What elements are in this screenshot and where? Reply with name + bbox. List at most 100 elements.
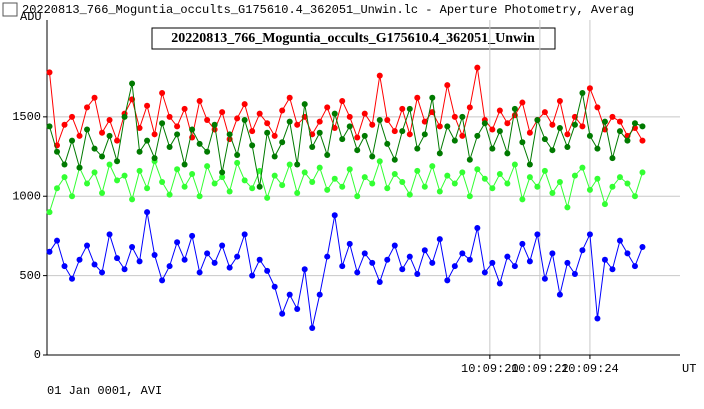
data-point [144,102,151,109]
data-point [616,128,623,135]
data-point [466,104,473,111]
data-point [436,150,443,157]
data-point [406,253,413,260]
data-point [459,132,466,139]
data-point [631,193,638,200]
data-point [309,325,316,332]
footer: 01 Jan 0001, AVI [47,384,162,398]
data-point [106,117,113,124]
data-point [241,177,248,184]
data-point [309,178,316,185]
data-point [286,94,293,101]
data-point [579,164,586,171]
data-point [414,145,421,152]
data-point [384,185,391,192]
data-point [399,266,406,273]
data-point [511,161,518,168]
data-point [451,137,458,144]
data-point [496,171,503,178]
data-point [384,117,391,124]
data-point [406,131,413,138]
data-point [249,185,256,192]
data-point [541,167,548,174]
data-point [76,256,83,263]
data-point [99,129,106,136]
data-point [99,269,106,276]
data-point [414,94,421,101]
data-point [189,232,196,239]
data-point [609,155,616,162]
app-icon[interactable] [2,2,18,17]
data-point [286,161,293,168]
data-point [339,136,346,143]
data-point [459,169,466,176]
y-axis-label: ADU [20,10,42,24]
data-point [399,128,406,135]
data-point [151,251,158,258]
data-point [151,131,158,138]
data-point [369,153,376,160]
data-point [474,132,481,139]
data-point [136,124,143,131]
data-point [331,212,338,219]
data-point [586,132,593,139]
data-point [436,188,443,195]
series-line [49,212,643,329]
series-line [49,83,643,187]
data-point [256,183,263,190]
data-point [519,99,526,106]
data-point [594,315,601,322]
data-point [519,240,526,247]
data-point [279,107,286,114]
data-point [91,145,98,152]
data-point [241,231,248,238]
data-point [316,291,323,298]
data-point [444,82,451,89]
data-point [571,172,578,179]
data-point [579,247,586,254]
data-point [174,131,181,138]
data-point [234,253,241,260]
data-point [436,236,443,243]
data-point [369,180,376,187]
data-point [609,113,616,120]
data-point [571,271,578,278]
data-point [211,121,218,128]
data-point [91,169,98,176]
data-point [354,269,361,276]
data-point [361,110,368,117]
data-point [331,124,338,131]
data-point [414,271,421,278]
data-point [391,156,398,163]
data-point [136,148,143,155]
data-point [639,169,646,176]
data-point [406,105,413,112]
data-point [219,174,226,181]
data-point [316,164,323,171]
data-point [504,253,511,260]
data-point [121,172,128,179]
data-point [61,161,68,168]
data-point [189,126,196,133]
data-point [481,269,488,276]
data-point [174,239,181,246]
data-point [294,121,301,128]
data-point [54,185,61,192]
data-point [316,129,323,136]
data-point [444,172,451,179]
data-point [601,256,608,263]
data-point [549,250,556,257]
data-point [219,242,226,249]
chart-title: 20220813_766_Moguntia_occults_G175610.4_… [171,31,535,46]
data-point [354,147,361,154]
data-point [534,183,541,190]
data-point [496,107,503,114]
data-point [204,148,211,155]
data-point [459,113,466,120]
data-point [361,132,368,139]
data-point [151,155,158,162]
data-point [556,291,563,298]
data-point [451,180,458,187]
data-point [226,131,233,138]
data-point [316,118,323,125]
